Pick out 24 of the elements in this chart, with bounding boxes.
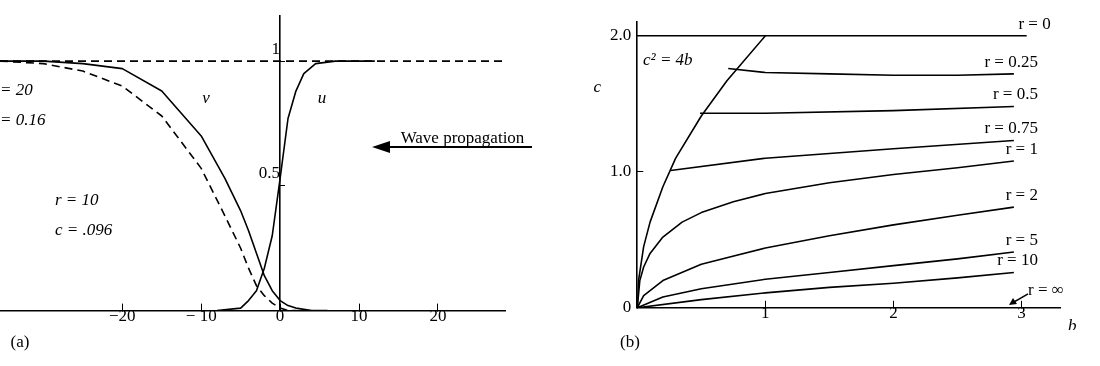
annotation: v [201,88,211,108]
series-label: r = 1 [1005,138,1038,158]
annotation: Wave propagation [399,128,526,148]
y-tick-label: 0.5 [258,163,281,183]
annotation: = 0.16 [0,110,47,130]
text: (a) [9,332,31,352]
text: (b) [619,332,641,352]
annotation: u [316,88,328,108]
series-label: r = 0.5 [992,84,1038,104]
y-tick-label: 2.0 [610,25,632,45]
series-label: r = 0 [1018,13,1051,33]
annotation: c = .096 [55,220,114,240]
x-axis-title: b [1068,315,1077,335]
annotation: = 20 [0,80,34,100]
annotation: r = ∞ [1028,280,1065,300]
series-label: r = 0.25 [984,51,1038,71]
y-axis-title: c [593,77,602,97]
series-label: r = 5 [1005,230,1038,250]
series-label: r = 0.75 [984,118,1038,138]
annotation: c² = 4b [643,50,694,70]
y-tick-label: 1.0 [610,161,632,181]
series-label: r = 10 [997,250,1038,270]
annotation: r = 10 [55,190,100,210]
series-label: r = 2 [1005,185,1038,205]
